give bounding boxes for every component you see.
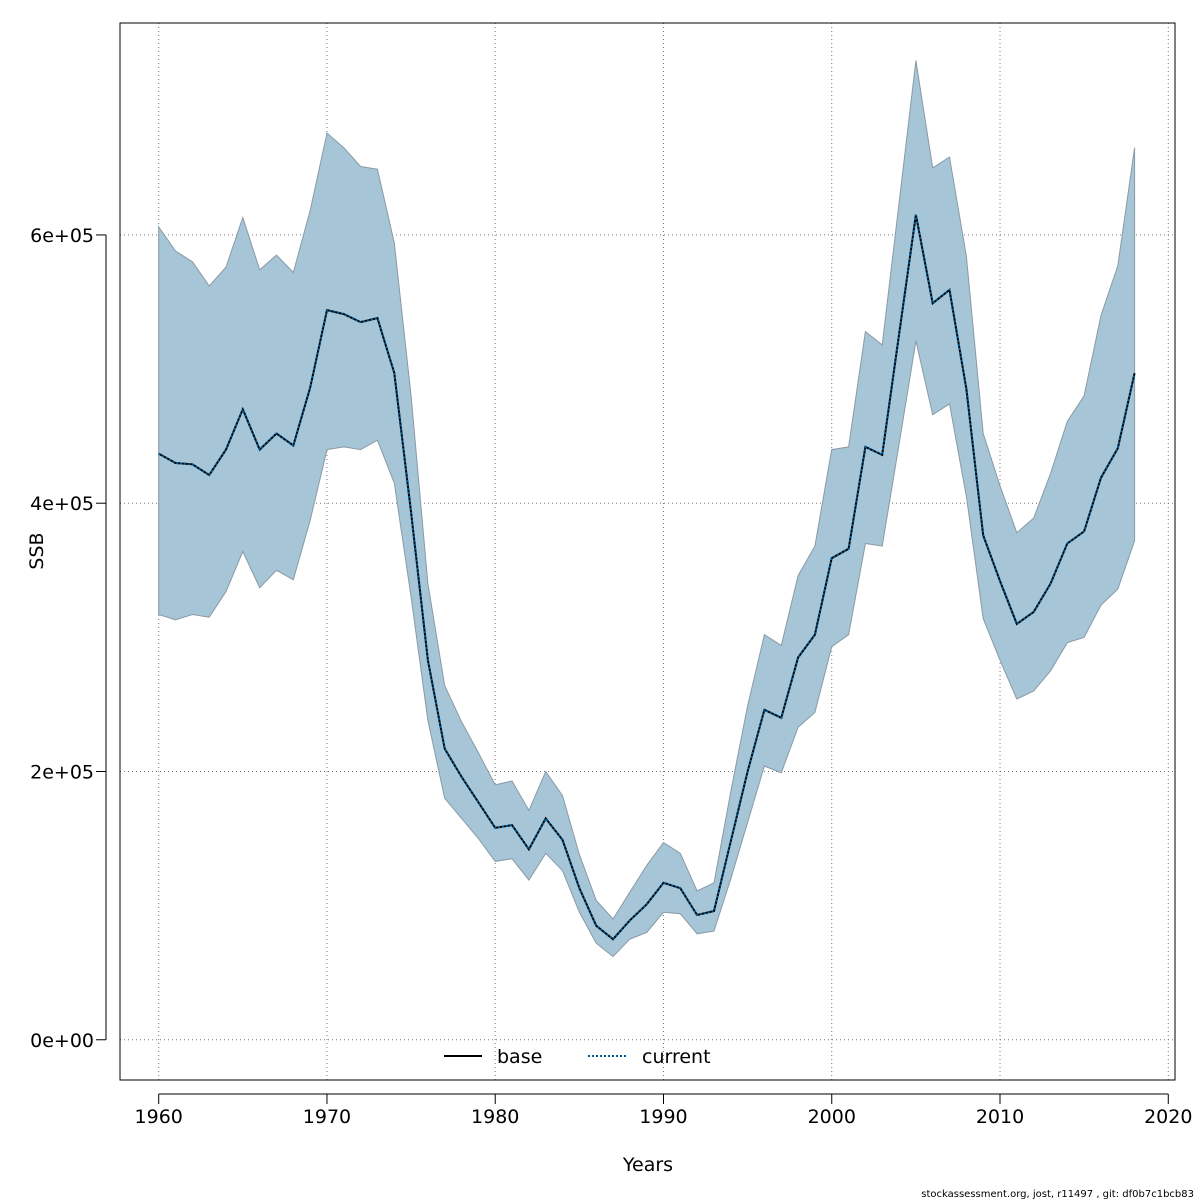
x-axis: 1960 1970 1980 1990 2000 2010 2020 xyxy=(135,1093,1192,1128)
y-tick-label-0e+00: 0e+00 xyxy=(30,1030,94,1052)
confidence-band xyxy=(158,60,1136,958)
legend-label-base: base xyxy=(497,1046,542,1068)
x-tick-label-1980: 1980 xyxy=(471,1106,519,1128)
plot-frame xyxy=(119,22,1176,1081)
x-tick-label-1970: 1970 xyxy=(303,1106,351,1128)
series-lines xyxy=(158,214,1136,941)
legend: base current xyxy=(444,1046,711,1068)
y-tick-label-2e+05: 2e+05 xyxy=(30,761,94,783)
x-tick-label-2000: 2000 xyxy=(808,1106,856,1128)
y-tick-label-4e+05: 4e+05 xyxy=(30,493,94,515)
x-tick-label-1960: 1960 xyxy=(135,1106,183,1128)
x-tick-label-2020: 2020 xyxy=(1144,1106,1192,1128)
y-axis: 0e+00 2e+05 4e+05 6e+05 xyxy=(30,225,107,1052)
y-tick-label-6e+05: 6e+05 xyxy=(30,225,94,247)
y-axis-title: SSB xyxy=(26,532,48,569)
x-axis-title: Years xyxy=(622,1154,673,1176)
confidence-band-area xyxy=(158,60,1136,958)
legend-label-current: current xyxy=(642,1046,711,1068)
x-tick-label-1990: 1990 xyxy=(639,1106,687,1128)
x-tick-label-2010: 2010 xyxy=(976,1106,1024,1128)
footer-credit: stockassessment.org, jost, r11497 , git:… xyxy=(921,1189,1194,1200)
series-line-current xyxy=(158,214,1136,941)
